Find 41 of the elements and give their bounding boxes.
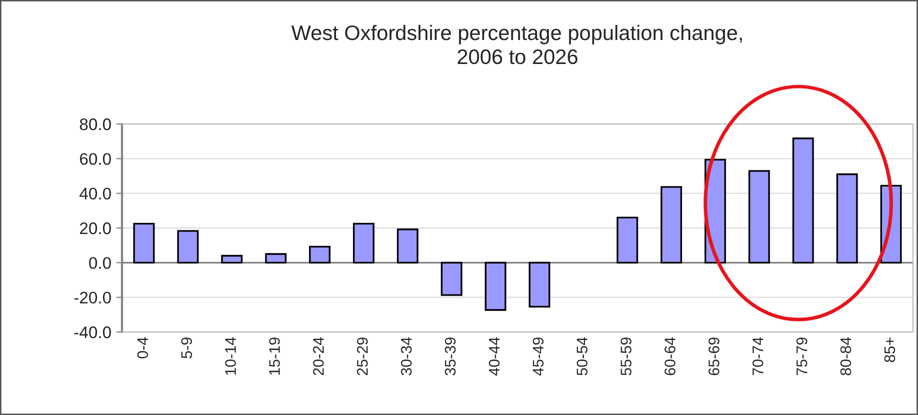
- bar: [265, 253, 287, 264]
- bar: [309, 246, 330, 264]
- y-tick-label: -20.0: [74, 292, 111, 304]
- x-tick-label: 10-14: [225, 337, 236, 375]
- x-tick-label: 35-39: [444, 338, 456, 376]
- y-tick-label: 20.0: [80, 222, 111, 234]
- bar: [352, 222, 374, 264]
- x-tick-label: 25-29: [356, 338, 368, 376]
- x-tick-label: 15-19: [269, 338, 280, 375]
- bar: [484, 262, 506, 311]
- x-tick-label: 85+: [884, 338, 896, 362]
- y-tick-label: 40.0: [80, 188, 111, 200]
- bar: [616, 216, 638, 264]
- x-tick-label: 40-44: [488, 337, 500, 376]
- y-tick-label: -40.0: [74, 326, 111, 338]
- chart-title: West Oxfordshire percentage population change, 2006 to 2026: [291, 24, 742, 64]
- x-tick-label: 45-49: [532, 338, 544, 376]
- x-tick-label: 65-69: [708, 338, 720, 376]
- x-tick-label: 75-79: [796, 338, 808, 376]
- bar: [133, 222, 155, 264]
- x-tick-label: 55-59: [620, 338, 632, 376]
- bar: [660, 186, 682, 264]
- bar: [221, 254, 243, 264]
- x-tick-label: 70-74: [752, 337, 764, 376]
- bar: [177, 230, 199, 264]
- x-tick-label: 80-84: [840, 337, 852, 376]
- bar: [528, 262, 550, 308]
- x-tick-label: 20-24: [313, 337, 324, 376]
- x-tick-label: 5-9: [181, 338, 192, 358]
- y-tick-label: 0.0: [89, 257, 111, 269]
- y-tick-label: 60.0: [80, 153, 111, 165]
- bar: [792, 138, 814, 264]
- x-tick-label: 0-4: [137, 337, 148, 358]
- y-tick-label: 80.0: [80, 118, 111, 130]
- bar: [396, 228, 418, 264]
- x-tick-label: 30-34: [400, 337, 412, 376]
- bar: [748, 170, 770, 264]
- bar: [440, 262, 462, 296]
- bar: [836, 173, 858, 264]
- x-tick-label: 60-64: [664, 337, 676, 376]
- x-tick-label: 50-54: [576, 337, 588, 376]
